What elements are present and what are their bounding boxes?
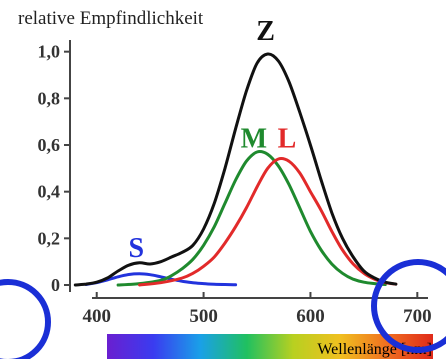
y-tick-label: 0,4	[38, 182, 61, 202]
y-tick-label: 0,2	[38, 228, 61, 248]
y-ticks: 0 0,2 0,4 0,6 0,8 1,0	[38, 42, 70, 295]
series-label-m: M	[241, 123, 267, 154]
x-tick-label: 500	[189, 306, 218, 327]
series-label-s: S	[128, 233, 144, 264]
y-tick-label: 0	[51, 275, 60, 295]
series-labels: S M L Z	[128, 16, 296, 264]
chart-title: relative Empfindlichkeit	[18, 8, 204, 29]
x-tick-label: 700	[403, 306, 432, 327]
y-tick-label: 0,8	[38, 88, 61, 108]
series-line-m	[116, 150, 387, 287]
series-label-l: L	[278, 123, 297, 154]
series-line-s	[84, 272, 238, 287]
annotation-circle-left	[0, 279, 51, 359]
y-tick-label: 1,0	[38, 42, 61, 62]
x-ticks: 400 500 600 700	[82, 292, 432, 327]
spectrum-bar	[107, 334, 433, 359]
annotation-circle-right	[371, 259, 446, 353]
series-label-z: Z	[256, 16, 275, 47]
series-line-l	[138, 157, 398, 287]
x-tick-label: 400	[82, 306, 111, 327]
x-tick-label: 600	[296, 306, 325, 327]
y-tick-label: 0,6	[38, 135, 61, 155]
series-lines	[73, 52, 398, 287]
series-line-z	[73, 52, 398, 287]
